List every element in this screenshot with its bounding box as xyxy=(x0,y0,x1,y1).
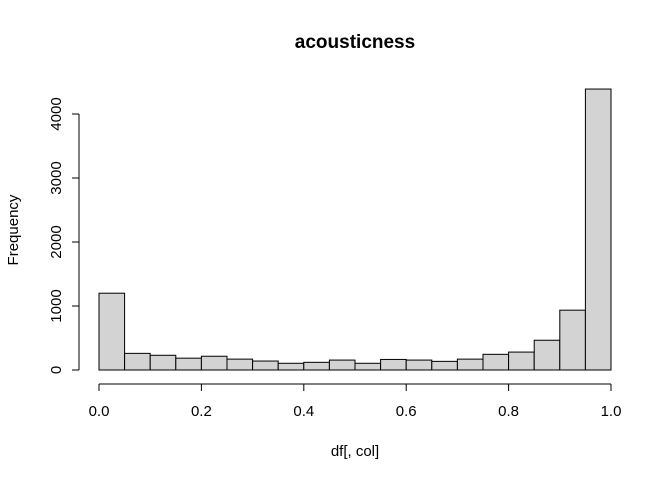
histogram-bar xyxy=(328,359,356,371)
histogram-bar xyxy=(584,88,612,371)
x-tick-label: 0.8 xyxy=(498,403,519,420)
chart-title: acousticness xyxy=(295,32,415,53)
y-tick-label: 1000 xyxy=(48,289,65,322)
histogram-bar xyxy=(277,362,305,371)
histogram-bar xyxy=(456,358,484,371)
histogram-bar xyxy=(252,360,279,371)
x-axis: 0.0 0.2 0.4 0.6 0.8 1.0 xyxy=(89,383,622,420)
y-tick-label: 0 xyxy=(48,366,65,374)
histogram-bar xyxy=(124,352,151,371)
x-tick-label: 0.0 xyxy=(89,403,110,420)
histogram-bar xyxy=(354,362,382,371)
y-axis-label: Frequency xyxy=(5,194,22,265)
y-tick-label: 4000 xyxy=(48,97,65,130)
histogram-bar xyxy=(405,359,433,371)
x-tick-label: 0.6 xyxy=(396,403,417,420)
histogram-bar xyxy=(508,351,535,371)
histogram-bar xyxy=(98,292,126,371)
histogram-bar xyxy=(431,360,458,371)
x-tick-label: 0.4 xyxy=(293,403,314,420)
x-axis-label: df[, col] xyxy=(331,443,379,460)
histogram-bar xyxy=(533,339,561,371)
bars-group xyxy=(98,88,612,371)
histogram-bar xyxy=(303,361,330,371)
x-tick-label: 1.0 xyxy=(601,403,622,420)
histogram-bar xyxy=(559,309,586,371)
y-tick-label: 2000 xyxy=(48,225,65,258)
y-axis: 0 1000 2000 3000 4000 xyxy=(48,97,80,374)
histogram-bar xyxy=(149,354,177,371)
histogram-bar xyxy=(175,357,202,371)
histogram-bar xyxy=(482,353,510,371)
histogram-bar xyxy=(380,358,407,371)
x-tick-label: 0.2 xyxy=(191,403,212,420)
histogram-bar xyxy=(226,358,254,371)
histogram-bar xyxy=(200,355,228,371)
y-tick-label: 3000 xyxy=(48,161,65,194)
